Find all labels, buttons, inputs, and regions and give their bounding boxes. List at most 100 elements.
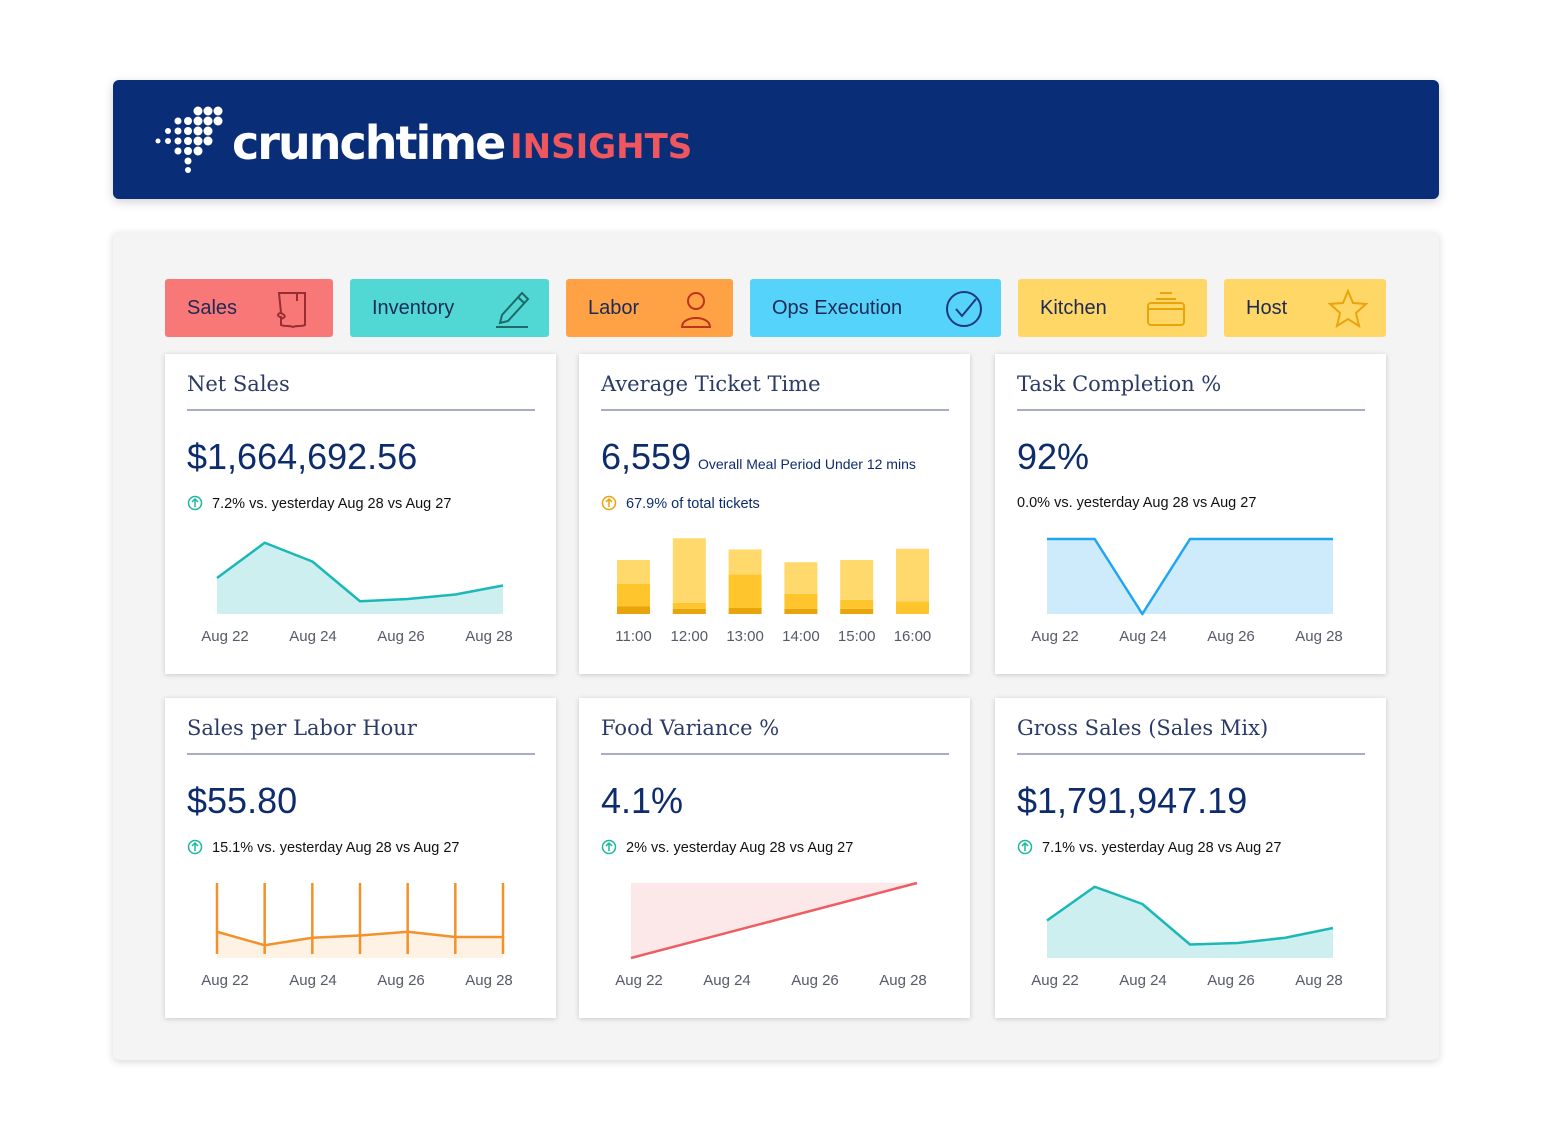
x-tick-label: Aug 26 bbox=[1207, 628, 1255, 645]
bar-segment bbox=[617, 584, 650, 607]
person-icon bbox=[680, 292, 712, 328]
tab-ops-execution[interactable]: Ops Execution bbox=[750, 279, 1001, 337]
x-tick-label: Aug 28 bbox=[879, 972, 927, 989]
tab-labor[interactable]: Labor bbox=[566, 279, 733, 337]
series-line bbox=[216, 541, 504, 603]
bar-segment bbox=[784, 562, 818, 594]
divider bbox=[1017, 753, 1365, 755]
card-value: $1,664,692.56 bbox=[187, 436, 418, 477]
splh-card[interactable]: Sales per Labor Hour $55.80 15.1% vs. ye… bbox=[165, 698, 556, 1018]
trend-up-icon bbox=[601, 839, 617, 855]
food-variance-card[interactable]: Food Variance % 4.1% 2% vs. yesterday Au… bbox=[579, 698, 970, 1018]
x-tick-label: Aug 24 bbox=[1119, 628, 1167, 645]
card-delta: 0.0% vs. yesterday Aug 28 vs Aug 27 bbox=[1017, 495, 1256, 511]
tab-inventory[interactable]: Inventory bbox=[350, 279, 549, 337]
x-tick-label: Aug 28 bbox=[1295, 628, 1343, 645]
tab-label: Ops Execution bbox=[772, 297, 903, 319]
x-tick-label: Aug 28 bbox=[465, 972, 513, 989]
x-tick-label: Aug 24 bbox=[289, 972, 337, 989]
crunchtime-logo-icon bbox=[155, 106, 223, 173]
bar-segment bbox=[784, 593, 818, 609]
trend-up-icon bbox=[601, 495, 617, 511]
net-sales-card[interactable]: Net Sales $1,664,692.56 7.2% vs. yesterd… bbox=[165, 354, 556, 674]
series-line bbox=[630, 881, 918, 960]
x-tick-label: Aug 24 bbox=[1119, 972, 1167, 989]
net-sales-chart: Aug 22 Aug 24 Aug 26 Aug 28 bbox=[201, 541, 513, 645]
card-title: Sales per Labor Hour bbox=[187, 716, 417, 740]
x-tick-label: 16:00 bbox=[894, 628, 932, 645]
pencil-icon bbox=[496, 291, 530, 328]
trend-up-icon bbox=[187, 495, 203, 511]
delta-text: 67.9% of total tickets bbox=[626, 496, 760, 512]
bar-segment bbox=[784, 608, 818, 614]
series-line bbox=[216, 930, 503, 947]
delta-text: 2% vs. yesterday Aug 28 vs Aug 27 bbox=[626, 840, 854, 856]
brand-product: INSIGHTS bbox=[510, 127, 693, 167]
delta-text: 7.1% vs. yesterday Aug 28 vs Aug 27 bbox=[1042, 840, 1282, 856]
x-tick-label: Aug 26 bbox=[377, 972, 425, 989]
card-value: $55.80 bbox=[187, 780, 298, 821]
divider bbox=[601, 409, 949, 411]
ticket-time-chart: 11:00 12:00 13:00 14:00 15:00 16:00 bbox=[615, 538, 932, 645]
bar-segment bbox=[728, 608, 762, 614]
card-delta: 2% vs. yesterday Aug 28 vs Aug 27 bbox=[601, 839, 853, 856]
bar-segment bbox=[672, 538, 706, 603]
gross-sales-chart: Aug 22 Aug 24 Aug 26 Aug 28 bbox=[1031, 885, 1343, 989]
x-tick-label: Aug 28 bbox=[1295, 972, 1343, 989]
bar-segment bbox=[728, 574, 762, 608]
card-value: 6,559 bbox=[601, 436, 692, 477]
ticket-time-card[interactable]: Average Ticket Time 6,559 Overall Meal P… bbox=[579, 354, 970, 674]
x-tick-label: Aug 28 bbox=[465, 628, 513, 645]
tab-kitchen[interactable]: Kitchen bbox=[1018, 279, 1207, 337]
x-tick-label: 14:00 bbox=[782, 628, 820, 645]
gross-sales-card[interactable]: Gross Sales (Sales Mix) $1,791,947.19 7.… bbox=[995, 698, 1386, 1018]
bar-segment bbox=[728, 549, 762, 575]
x-tick-label: Aug 22 bbox=[1031, 628, 1079, 645]
tab-label: Kitchen bbox=[1040, 297, 1107, 319]
card-value: 92% bbox=[1017, 436, 1090, 477]
bar-segment bbox=[896, 601, 929, 614]
task-completion-card[interactable]: Task Completion % 92% 0.0% vs. yesterday… bbox=[995, 354, 1386, 674]
x-tick-label: Aug 22 bbox=[615, 972, 663, 989]
x-tick-label: Aug 22 bbox=[1031, 972, 1079, 989]
splh-chart: Aug 22 Aug 24 Aug 26 Aug 28 bbox=[201, 883, 513, 989]
x-tick-label: Aug 26 bbox=[1207, 972, 1255, 989]
delta-text: 7.2% vs. yesterday Aug 28 vs Aug 27 bbox=[212, 496, 452, 512]
bar-segment bbox=[617, 560, 650, 584]
area-fill bbox=[1047, 539, 1333, 614]
x-tick-label: Aug 26 bbox=[791, 972, 839, 989]
delta-text: 0.0% vs. yesterday Aug 28 vs Aug 27 bbox=[1017, 495, 1257, 511]
tab-label: Inventory bbox=[372, 297, 455, 319]
x-tick-label: Aug 26 bbox=[377, 628, 425, 645]
trend-up-icon bbox=[1017, 839, 1033, 855]
card-title: Average Ticket Time bbox=[601, 372, 821, 396]
divider bbox=[601, 753, 949, 755]
food-variance-chart: Aug 22 Aug 24 Aug 26 Aug 28 bbox=[615, 881, 927, 989]
card-title: Gross Sales (Sales Mix) bbox=[1017, 716, 1269, 740]
series-line bbox=[1047, 537, 1333, 616]
task-completion-chart: Aug 22 Aug 24 Aug 26 Aug 28 bbox=[1031, 537, 1343, 645]
bar-segment bbox=[840, 608, 874, 614]
card-title: Food Variance % bbox=[601, 716, 780, 740]
card-delta: 67.9% of total tickets bbox=[601, 495, 760, 512]
divider bbox=[1017, 409, 1365, 411]
check-circle-icon bbox=[946, 291, 982, 327]
bar-segment bbox=[617, 606, 650, 614]
card-value: $1,791,947.19 bbox=[1017, 780, 1248, 821]
bar-segment bbox=[840, 560, 874, 600]
x-tick-label: Aug 24 bbox=[289, 628, 337, 645]
receipt-icon bbox=[277, 292, 306, 329]
area-fill bbox=[217, 542, 503, 614]
tab-sales[interactable]: Sales bbox=[165, 279, 333, 337]
tab-label: Labor bbox=[588, 297, 640, 319]
tab-host[interactable]: Host bbox=[1224, 279, 1386, 337]
bar-segment bbox=[840, 599, 874, 609]
card-delta: 15.1% vs. yesterday Aug 28 vs Aug 27 bbox=[187, 839, 459, 856]
divider bbox=[187, 753, 535, 755]
brand-name: crunchtime bbox=[232, 116, 506, 170]
x-tick-label: Aug 22 bbox=[201, 628, 249, 645]
x-tick-label: 13:00 bbox=[726, 628, 764, 645]
x-tick-label: 15:00 bbox=[838, 628, 876, 645]
card-subtitle: Overall Meal Period Under 12 mins bbox=[698, 456, 916, 472]
star-icon bbox=[1327, 288, 1369, 329]
